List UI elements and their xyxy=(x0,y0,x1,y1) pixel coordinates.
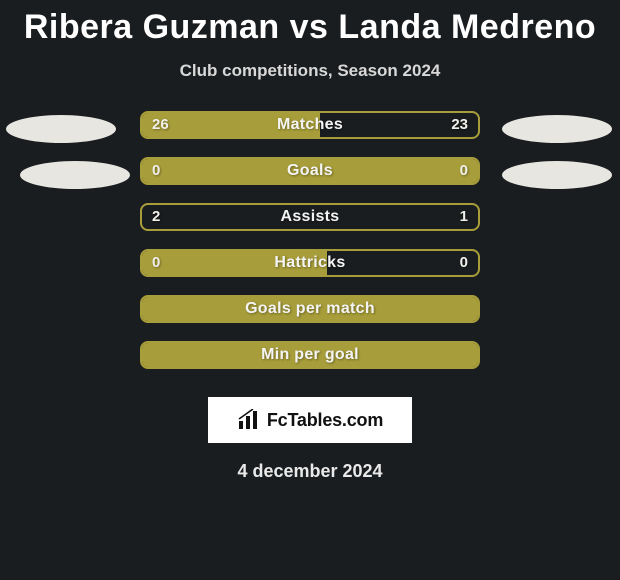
stat-value-right: 0 xyxy=(460,162,468,179)
stat-row: Min per goal xyxy=(0,339,620,385)
stat-label: Min per goal xyxy=(142,346,478,364)
date-label: 4 december 2024 xyxy=(0,461,620,482)
fctables-icon xyxy=(237,409,261,431)
stat-label: Matches xyxy=(142,116,478,134)
stats-container: Matches2623Goals00Assists21Hattricks00Go… xyxy=(0,109,620,385)
stat-bar: Min per goal xyxy=(140,341,480,369)
player-ellipse-left xyxy=(20,161,130,189)
stat-value-right: 23 xyxy=(451,116,468,133)
stat-bar: Goals per match xyxy=(140,295,480,323)
page-subtitle: Club competitions, Season 2024 xyxy=(0,61,620,81)
stat-value-left: 0 xyxy=(152,162,160,179)
stat-row: Assists2 1 xyxy=(0,201,620,247)
stat-value-left: 2 xyxy=(152,208,160,225)
stat-bar: Assists2 1 xyxy=(140,203,480,231)
player-ellipse-right xyxy=(502,115,612,143)
stat-label: Hattricks xyxy=(142,254,478,272)
stat-row: Matches26 23 xyxy=(0,109,620,155)
fctables-text: FcTables.com xyxy=(267,410,383,431)
player-ellipse-right xyxy=(502,161,612,189)
player-ellipse-left xyxy=(6,115,116,143)
stat-label: Assists xyxy=(142,208,478,226)
stat-row: Goals per match xyxy=(0,293,620,339)
stat-value-left: 0 xyxy=(152,254,160,271)
stat-value-right: 0 xyxy=(460,254,468,271)
stat-row: Hattricks0 0 xyxy=(0,247,620,293)
stat-bar: Matches26 23 xyxy=(140,111,480,139)
page-title: Ribera Guzman vs Landa Medreno xyxy=(0,0,620,47)
stat-row: Goals0 0 xyxy=(0,155,620,201)
stat-label: Goals xyxy=(142,162,478,180)
fctables-logo: FcTables.com xyxy=(208,397,412,443)
stat-value-right: 1 xyxy=(460,208,468,225)
stat-label: Goals per match xyxy=(142,300,478,318)
stat-bar: Goals0 0 xyxy=(140,157,480,185)
stat-bar: Hattricks0 0 xyxy=(140,249,480,277)
stat-value-left: 26 xyxy=(152,116,169,133)
